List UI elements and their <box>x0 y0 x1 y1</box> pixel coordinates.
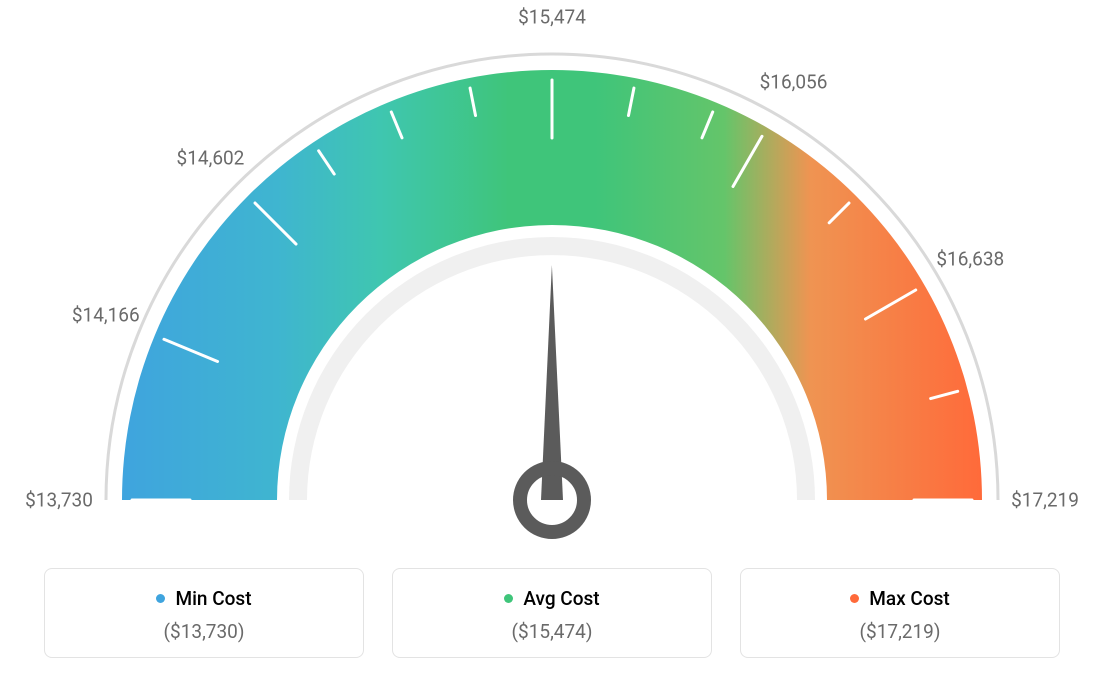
legend-avg-value: ($15,474) <box>403 620 701 643</box>
legend-avg-cost: Avg Cost ($15,474) <box>392 568 712 658</box>
gauge-chart <box>0 0 1104 560</box>
gauge-tick-label: $13,730 <box>25 489 93 512</box>
legend-avg-label: Avg Cost <box>523 587 599 610</box>
legend-max-label: Max Cost <box>869 587 949 610</box>
legend-dot-max <box>850 594 859 603</box>
gauge-tick-label: $17,219 <box>1011 489 1079 512</box>
gauge-tick-label: $14,602 <box>177 147 245 170</box>
legend-max-cost: Max Cost ($17,219) <box>740 568 1060 658</box>
legend-min-label: Min Cost <box>175 587 251 610</box>
legend-dot-min <box>156 594 165 603</box>
gauge-container: $13,730 $14,166 $14,602 $15,474 $16,056 $16,6… <box>0 0 1104 560</box>
legend-min-title: Min Cost <box>156 587 251 610</box>
legend-row: Min Cost ($13,730) Avg Cost ($15,474) Ma… <box>0 568 1104 658</box>
legend-max-value: ($17,219) <box>751 620 1049 643</box>
legend-min-value: ($13,730) <box>55 620 353 643</box>
legend-avg-title: Avg Cost <box>504 587 599 610</box>
legend-dot-avg <box>504 594 513 603</box>
gauge-tick-label: $16,638 <box>936 247 1004 270</box>
gauge-tick-label: $14,166 <box>72 304 140 327</box>
gauge-tick-label: $16,056 <box>760 70 828 93</box>
gauge-tick-label: $15,474 <box>518 6 586 29</box>
legend-min-cost: Min Cost ($13,730) <box>44 568 364 658</box>
legend-max-title: Max Cost <box>850 587 949 610</box>
